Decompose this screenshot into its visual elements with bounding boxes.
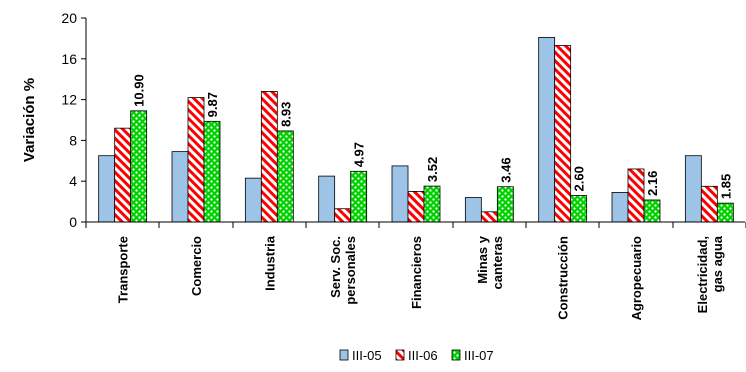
bar-III-07-4 [423, 185, 441, 223]
bar-III-07-5 [496, 186, 514, 223]
x-tick-label: Minas y [475, 235, 490, 283]
x-tick-label: gas agua [710, 235, 725, 292]
bar-III-06-5 [480, 211, 498, 223]
bar-III-07-0 [130, 110, 148, 223]
x-axis: Transporte Comercio Industria Serv. Soc. per… [85, 221, 746, 321]
y-tick-label: 20 [61, 10, 77, 26]
legend: III-05 III-06 III-07 [339, 348, 494, 363]
bar-III-05-5 [464, 197, 482, 223]
data-label: 1.85 [718, 174, 733, 199]
x-tick-label: Agropecuario [629, 236, 644, 321]
y-tick-label: 0 [69, 214, 77, 230]
bar-III-05-1 [171, 151, 189, 223]
y-tick-label: 16 [61, 51, 77, 67]
x-tick-label: Comercio [189, 236, 204, 296]
data-label: 2.16 [645, 171, 660, 196]
bar-III-05-3 [318, 175, 336, 223]
bar-III-07-2 [276, 130, 294, 223]
bar-III-05-4 [391, 165, 409, 223]
bar-III-05-2 [244, 177, 262, 223]
bar-III-06-8 [700, 185, 718, 223]
legend-swatch [395, 349, 405, 361]
y-tick-label: 12 [61, 92, 77, 108]
x-tick-label: canteras [490, 236, 505, 289]
data-label: 2.60 [572, 166, 587, 191]
x-tick-label: personales [343, 236, 358, 305]
x-tick-label: Serv. Soc. [328, 236, 343, 298]
bar-III-05-0 [98, 155, 116, 223]
y-axis-title: Variación % [21, 78, 38, 162]
y-tick-label: 4 [69, 173, 77, 189]
data-label: 9.87 [205, 92, 220, 117]
legend-label: III-05 [352, 348, 382, 363]
bar-III-06-0 [114, 127, 132, 223]
x-tick-label: Construcción [556, 236, 571, 320]
bar-III-07-3 [350, 170, 368, 223]
data-label: 4.97 [352, 142, 367, 167]
bar-III-06-3 [334, 208, 352, 223]
bar-III-06-4 [407, 190, 425, 223]
data-label: 8.93 [278, 102, 293, 127]
bar-III-06-2 [260, 91, 278, 223]
legend-swatch [451, 349, 461, 361]
bar-III-06-6 [554, 45, 572, 223]
x-tick-label: Transporte [116, 236, 131, 303]
bar-III-07-6 [570, 195, 588, 223]
bar-III-07-8 [716, 202, 734, 223]
legend-item-III-07: III-07 [451, 348, 494, 363]
bar-III-05-8 [684, 155, 702, 223]
legend-label: III-06 [408, 348, 438, 363]
plot-area: 10.90 9.87 8.93 4.97 3.52 3.46 2.60 2.16 1.85 [98, 36, 734, 223]
data-label: 3.46 [498, 157, 513, 182]
x-tick-label: Electricidad, [695, 236, 710, 313]
legend-label: III-07 [464, 348, 494, 363]
bar-III-07-1 [203, 120, 221, 223]
bar-III-07-7 [643, 199, 661, 223]
legend-swatch [339, 349, 349, 361]
bar-III-06-7 [627, 168, 645, 223]
x-tick-label: Financieros [409, 236, 424, 309]
bar-III-06-1 [187, 97, 205, 223]
legend-item-III-06: III-06 [395, 348, 438, 363]
data-label: 10.90 [132, 74, 147, 107]
y-axis: 0 4 8 12 16 20 [61, 10, 87, 230]
x-tick-label: Industria [262, 235, 277, 291]
y-tick-label: 8 [69, 132, 77, 148]
bar-III-05-6 [538, 36, 556, 223]
bar-III-05-7 [611, 192, 629, 223]
data-label: 3.52 [425, 157, 440, 182]
legend-item-III-05: III-05 [339, 348, 382, 363]
